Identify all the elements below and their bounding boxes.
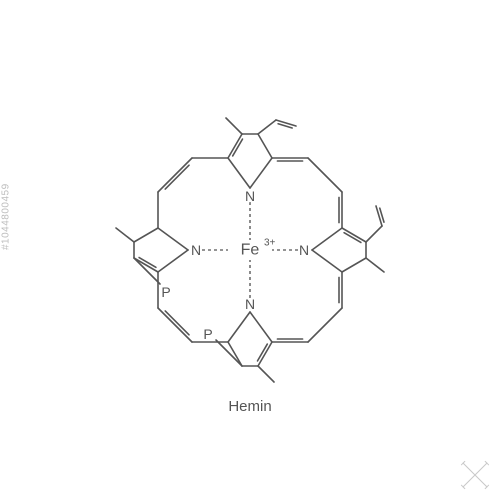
svg-text:P: P — [203, 326, 212, 342]
svg-text:P: P — [161, 284, 170, 300]
svg-text:3+: 3+ — [264, 238, 276, 249]
hemin-structure-diagram: NNNNNNNNPPPPFeFe3+ — [0, 0, 500, 500]
svg-text:N: N — [191, 242, 201, 258]
stock-corner-logo — [458, 458, 492, 492]
svg-text:N: N — [245, 188, 255, 204]
svg-text:N: N — [245, 296, 255, 312]
stock-id-watermark: #1044800459 — [1, 183, 12, 250]
svg-text:N: N — [299, 242, 309, 258]
compound-name-caption: Hemin — [0, 398, 500, 415]
svg-text:Fe: Fe — [241, 242, 260, 259]
